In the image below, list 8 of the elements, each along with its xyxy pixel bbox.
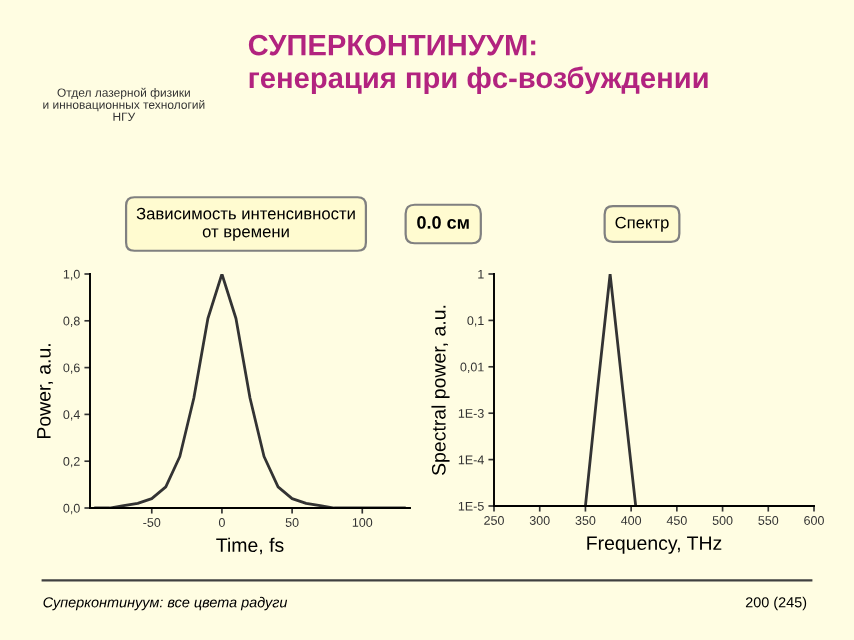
- x-axis-title: Frequency, THz: [587, 536, 722, 554]
- x-axis-title: Time, fs: [216, 537, 284, 555]
- y-axis-title: Spectral power, a.u.: [431, 305, 450, 476]
- y-axis-title: Power, a.u.: [37, 344, 54, 439]
- chart-title: Спектр: [615, 216, 669, 232]
- chart-title: Зависимость интенсивности от времени: [136, 207, 355, 241]
- text: СУПЕРКОНТИНУУМ: генерация при фс-возбуждении: [248, 34, 708, 94]
- text: 0.0 см: [417, 216, 469, 229]
